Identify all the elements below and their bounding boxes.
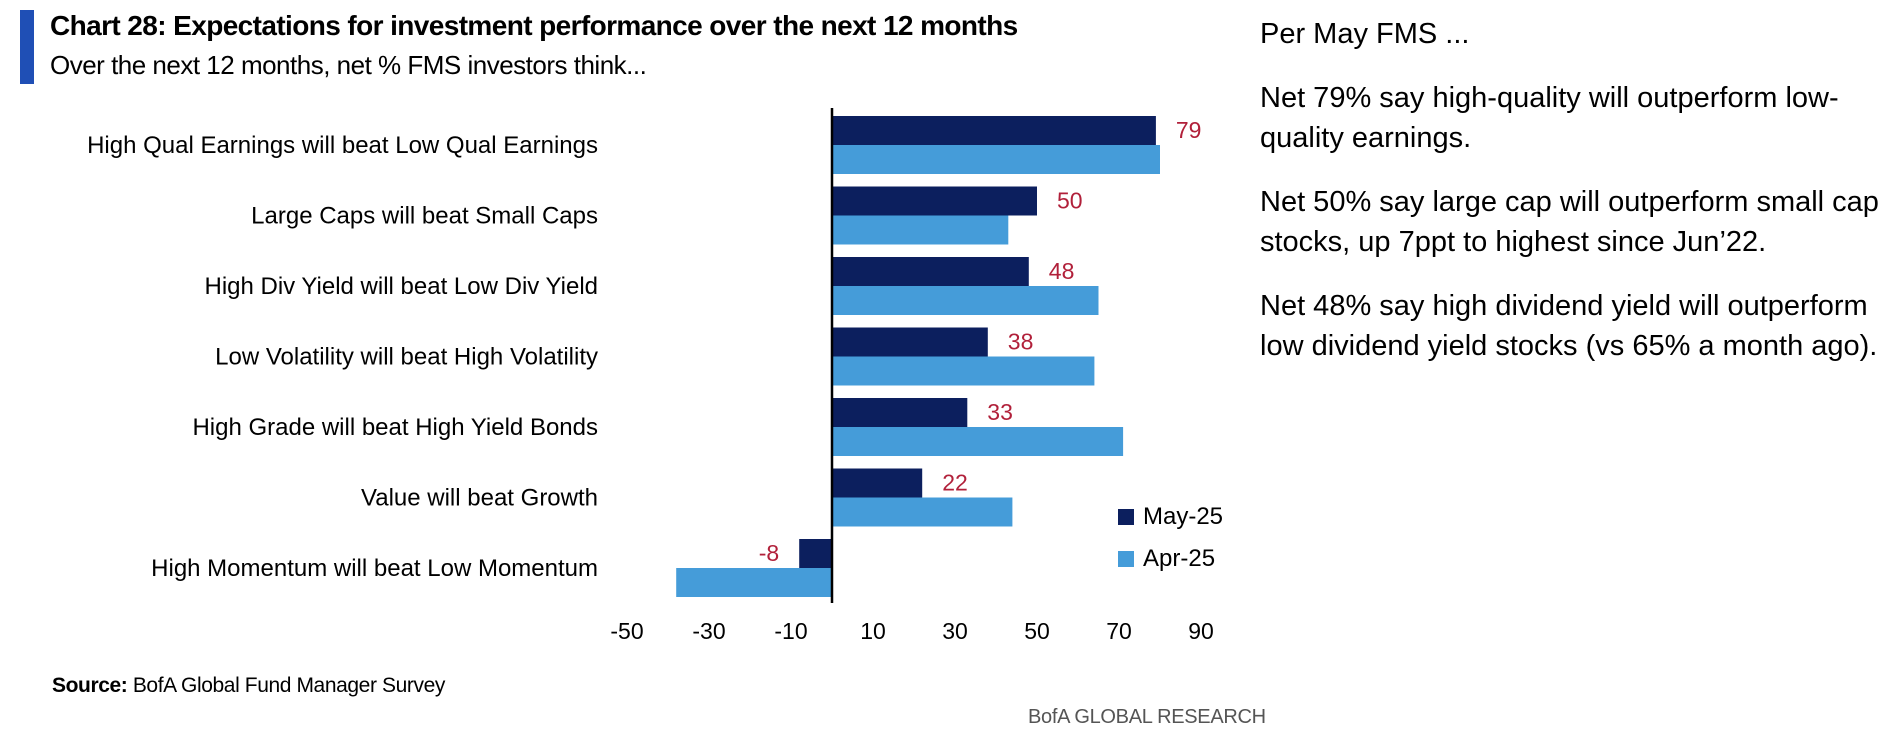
bar-may-25 [832,327,988,357]
bars [676,116,1160,597]
category-labels: High Qual Earnings will beat Low Qual Ea… [87,132,598,582]
chart-title: Chart 28: Expectations for investment pe… [50,10,1018,41]
legend-label: May-25 [1143,503,1223,530]
chart-subtitle: Over the next 12 months, net % FMS inves… [50,50,647,80]
bar-apr-25 [832,286,1099,315]
data-label: 50 [1057,188,1083,214]
legend-swatch [1118,509,1134,525]
x-tick-label: 90 [1188,618,1214,644]
source-label: Source: [52,674,128,697]
category-label: High Div Yield will beat Low Div Yield [204,273,598,300]
bar-apr-25 [832,356,1095,386]
category-label: High Grade will beat High Yield Bonds [192,414,598,441]
x-tick-label: 10 [860,618,886,644]
bar-apr-25 [832,145,1160,174]
branding-text: BofA GLOBAL RESEARCH [1028,706,1266,728]
category-label: High Momentum will beat Low Momentum [151,555,598,582]
bar-may-25 [832,116,1156,145]
legend: May-25 Apr-25 [1118,503,1223,572]
category-label: High Qual Earnings will beat Low Qual Ea… [87,132,598,159]
legend-swatch [1118,551,1134,567]
x-tick-label: 30 [942,618,968,644]
bar-may-25 [832,398,968,427]
bar-chart: High Qual Earnings will beat Low Qual Ea… [87,108,1223,644]
commentary-paragraph-2: Net 50% say large cap will outperform sm… [1260,186,1879,258]
category-label: Value will beat Growth [361,485,598,512]
x-tick-label: -50 [610,618,643,644]
data-label: 79 [1176,117,1202,143]
commentary-panel: Per May FMS ... Net 79% say high-quality… [1260,14,1885,390]
category-label: Large Caps will beat Small Caps [251,203,598,230]
x-axis-ticks: -50 -30 -10 10 30 50 70 90 [610,618,1213,644]
bar-apr-25 [676,568,832,597]
data-label: 48 [1049,258,1075,284]
commentary-heading: Per May FMS ... [1260,18,1470,50]
data-label: -8 [759,540,779,566]
commentary-paragraph-3: Net 48% say high dividend yield will out… [1260,290,1878,362]
data-label: 22 [942,470,968,496]
data-label: 33 [987,399,1013,425]
commentary-paragraph-1: Net 79% say high-quality will outperform… [1260,82,1839,154]
legend-label: Apr-25 [1143,545,1215,572]
bar-may-25 [832,257,1029,286]
bar-may-25 [832,186,1037,216]
x-tick-label: -10 [774,618,807,644]
bar-may-25 [799,539,832,568]
source-text: BofA Global Fund Manager Survey [132,674,446,697]
bar-apr-25 [832,427,1124,456]
x-tick-label: 70 [1106,618,1132,644]
bar-apr-25 [832,497,1013,527]
x-tick-label: -30 [692,618,725,644]
data-labels: 79 50 48 38 33 22 -8 [759,117,1202,566]
bar-apr-25 [832,215,1009,245]
chart-panel: Chart 28: Expectations for investment pe… [20,10,1266,728]
category-label: Low Volatility will beat High Volatility [215,344,598,371]
x-tick-label: 50 [1024,618,1050,644]
source-note: Source: BofA Global Fund Manager Survey [52,674,445,698]
title-accent-bar [20,10,34,84]
data-label: 38 [1008,329,1034,355]
bar-may-25 [832,468,923,498]
